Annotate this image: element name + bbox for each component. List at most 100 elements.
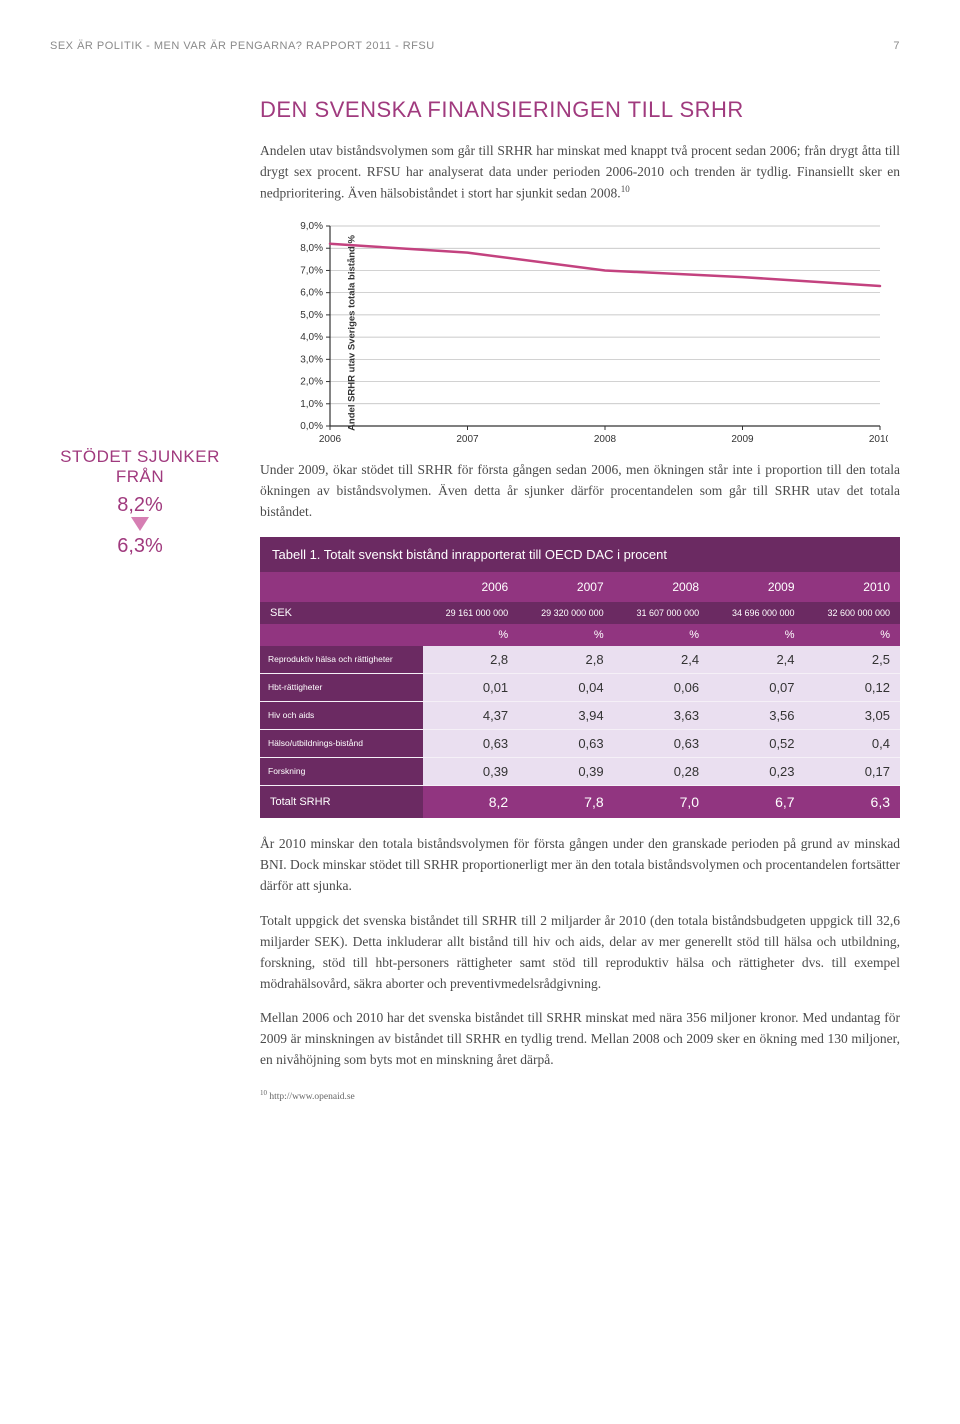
table-row: Totalt SRHR8,27,87,06,76,3 bbox=[260, 786, 900, 819]
xtick-label: 2007 bbox=[456, 434, 479, 445]
table-cell: 0,52 bbox=[709, 730, 804, 758]
table-cell: 31 607 000 000 bbox=[614, 602, 709, 624]
table-cell: 0,04 bbox=[518, 674, 613, 702]
table-cell: 2,8 bbox=[518, 646, 613, 674]
table-cell: % bbox=[614, 624, 709, 646]
table-row: SEK29 161 000 00029 320 000 00031 607 00… bbox=[260, 602, 900, 624]
table-cell: % bbox=[518, 624, 613, 646]
ytick-label: 5,0% bbox=[300, 310, 323, 321]
ytick-label: 2,0% bbox=[300, 377, 323, 388]
table-cell: 0,63 bbox=[614, 730, 709, 758]
paragraph-1: År 2010 minskar den totala biståndsvolym… bbox=[260, 834, 900, 897]
table-cell: Hälso/utbildnings-bistånd bbox=[260, 730, 423, 758]
table-cell: 34 696 000 000 bbox=[709, 602, 804, 624]
header-left: SEX ÄR POLITIK - MEN VAR ÄR PENGARNA? RA… bbox=[50, 40, 435, 52]
data-table: 20062007200820092010SEK29 161 000 00029 … bbox=[260, 572, 900, 818]
table-cell: 2010 bbox=[805, 572, 900, 602]
xtick-label: 2008 bbox=[594, 434, 617, 445]
table-1: Tabell 1. Totalt svenskt bistånd inrappo… bbox=[260, 537, 900, 818]
main-column: DEN SVENSKA FINANSIERINGEN TILL SRHR And… bbox=[260, 97, 900, 1102]
chart-svg: 0,0% 1,0% 2,0% 3,0% 4,0% 5,0% 6,0% 7,0% 8,0% 9,0%… bbox=[288, 218, 888, 448]
table-cell: 2,5 bbox=[805, 646, 900, 674]
table-cell: 6,7 bbox=[709, 786, 804, 819]
table-cell: 29 161 000 000 bbox=[423, 602, 518, 624]
chart-y-axis-label: Andel SRHR utav Sveriges totala bistånd … bbox=[346, 235, 357, 431]
ytick-label: 1,0% bbox=[300, 399, 323, 410]
ytick-label: 9,0% bbox=[300, 221, 323, 232]
table-cell: 0,07 bbox=[709, 674, 804, 702]
table-cell: 3,05 bbox=[805, 702, 900, 730]
table-cell: 2007 bbox=[518, 572, 613, 602]
sidebar-arrow-icon bbox=[50, 517, 230, 534]
table-cell: 4,37 bbox=[423, 702, 518, 730]
table-row: Hbt-rättigheter0,010,040,060,070,12 bbox=[260, 674, 900, 702]
table-cell: Reproduktiv hälsa och rättigheter bbox=[260, 646, 423, 674]
table-cell: 0,28 bbox=[614, 758, 709, 786]
table-cell: 6,3 bbox=[805, 786, 900, 819]
sidebar-label: STÖDET SJUNKER FRÅN bbox=[50, 447, 230, 487]
intro-paragraph: Andelen utav biståndsvolymen som går til… bbox=[260, 141, 900, 204]
running-header: SEX ÄR POLITIK - MEN VAR ÄR PENGARNA? RA… bbox=[50, 40, 900, 52]
table-row: 20062007200820092010 bbox=[260, 572, 900, 602]
footnote-num: 10 bbox=[260, 1089, 267, 1097]
table-cell: Totalt SRHR bbox=[260, 786, 423, 819]
mid-paragraph: Under 2009, ökar stödet till SRHR för fö… bbox=[260, 460, 900, 523]
ytick-label: 8,0% bbox=[300, 243, 323, 254]
intro-text: Andelen utav biståndsvolymen som går til… bbox=[260, 143, 900, 200]
table-cell: 2,8 bbox=[423, 646, 518, 674]
left-sidebar: STÖDET SJUNKER FRÅN 8,2% 6,3% bbox=[50, 97, 230, 1102]
table-cell: % bbox=[805, 624, 900, 646]
table-row: Forskning0,390,390,280,230,17 bbox=[260, 758, 900, 786]
table-title: Tabell 1. Totalt svenskt bistånd inrappo… bbox=[260, 537, 900, 572]
table-cell: 32 600 000 000 bbox=[805, 602, 900, 624]
table-cell: 3,56 bbox=[709, 702, 804, 730]
table-cell: Hiv och aids bbox=[260, 702, 423, 730]
table-cell: SEK bbox=[260, 602, 423, 624]
table-cell: 7,8 bbox=[518, 786, 613, 819]
table-cell: 0,23 bbox=[709, 758, 804, 786]
xtick-label: 2010 bbox=[869, 434, 888, 445]
table-cell: 0,39 bbox=[423, 758, 518, 786]
table-row: Reproduktiv hälsa och rättigheter2,82,82… bbox=[260, 646, 900, 674]
footnote-text: http://www.openaid.se bbox=[267, 1092, 355, 1102]
table-cell: Forskning bbox=[260, 758, 423, 786]
ytick-label: 0,0% bbox=[300, 421, 323, 432]
table-row: %%%%% bbox=[260, 624, 900, 646]
table-cell: 0,01 bbox=[423, 674, 518, 702]
table-cell: % bbox=[709, 624, 804, 646]
paragraph-2: Totalt uppgick det svenska biståndet til… bbox=[260, 911, 900, 995]
sidebar-from-pct: 8,2% bbox=[50, 493, 230, 517]
table-cell: 7,0 bbox=[614, 786, 709, 819]
table-cell: 2,4 bbox=[614, 646, 709, 674]
table-cell: Hbt-rättigheter bbox=[260, 674, 423, 702]
table-cell: 29 320 000 000 bbox=[518, 602, 613, 624]
table-cell: 0,4 bbox=[805, 730, 900, 758]
table-cell: 2009 bbox=[709, 572, 804, 602]
table-row: Hälso/utbildnings-bistånd0,630,630,630,5… bbox=[260, 730, 900, 758]
table-cell: % bbox=[423, 624, 518, 646]
table-cell: 3,63 bbox=[614, 702, 709, 730]
table-cell: 8,2 bbox=[423, 786, 518, 819]
table-cell: 2008 bbox=[614, 572, 709, 602]
ytick-label: 6,0% bbox=[300, 288, 323, 299]
table-cell: 0,63 bbox=[423, 730, 518, 758]
page-number: 7 bbox=[893, 40, 900, 52]
paragraph-3: Mellan 2006 och 2010 har det svenska bis… bbox=[260, 1008, 900, 1071]
table-cell: 0,63 bbox=[518, 730, 613, 758]
xtick-label: 2006 bbox=[319, 434, 342, 445]
xtick-label: 2009 bbox=[731, 434, 754, 445]
section-title: DEN SVENSKA FINANSIERINGEN TILL SRHR bbox=[260, 97, 900, 123]
sidebar-to-pct: 6,3% bbox=[50, 534, 230, 558]
table-cell: 0,06 bbox=[614, 674, 709, 702]
ytick-label: 7,0% bbox=[300, 266, 323, 277]
intro-sup: 10 bbox=[621, 184, 630, 194]
ytick-label: 4,0% bbox=[300, 332, 323, 343]
chart-line bbox=[330, 244, 880, 286]
table-cell: 2006 bbox=[423, 572, 518, 602]
table-cell bbox=[260, 624, 423, 646]
table-cell: 0,17 bbox=[805, 758, 900, 786]
table-cell: 3,94 bbox=[518, 702, 613, 730]
ytick-label: 3,0% bbox=[300, 355, 323, 366]
table-cell: 0,12 bbox=[805, 674, 900, 702]
table-cell: 0,39 bbox=[518, 758, 613, 786]
